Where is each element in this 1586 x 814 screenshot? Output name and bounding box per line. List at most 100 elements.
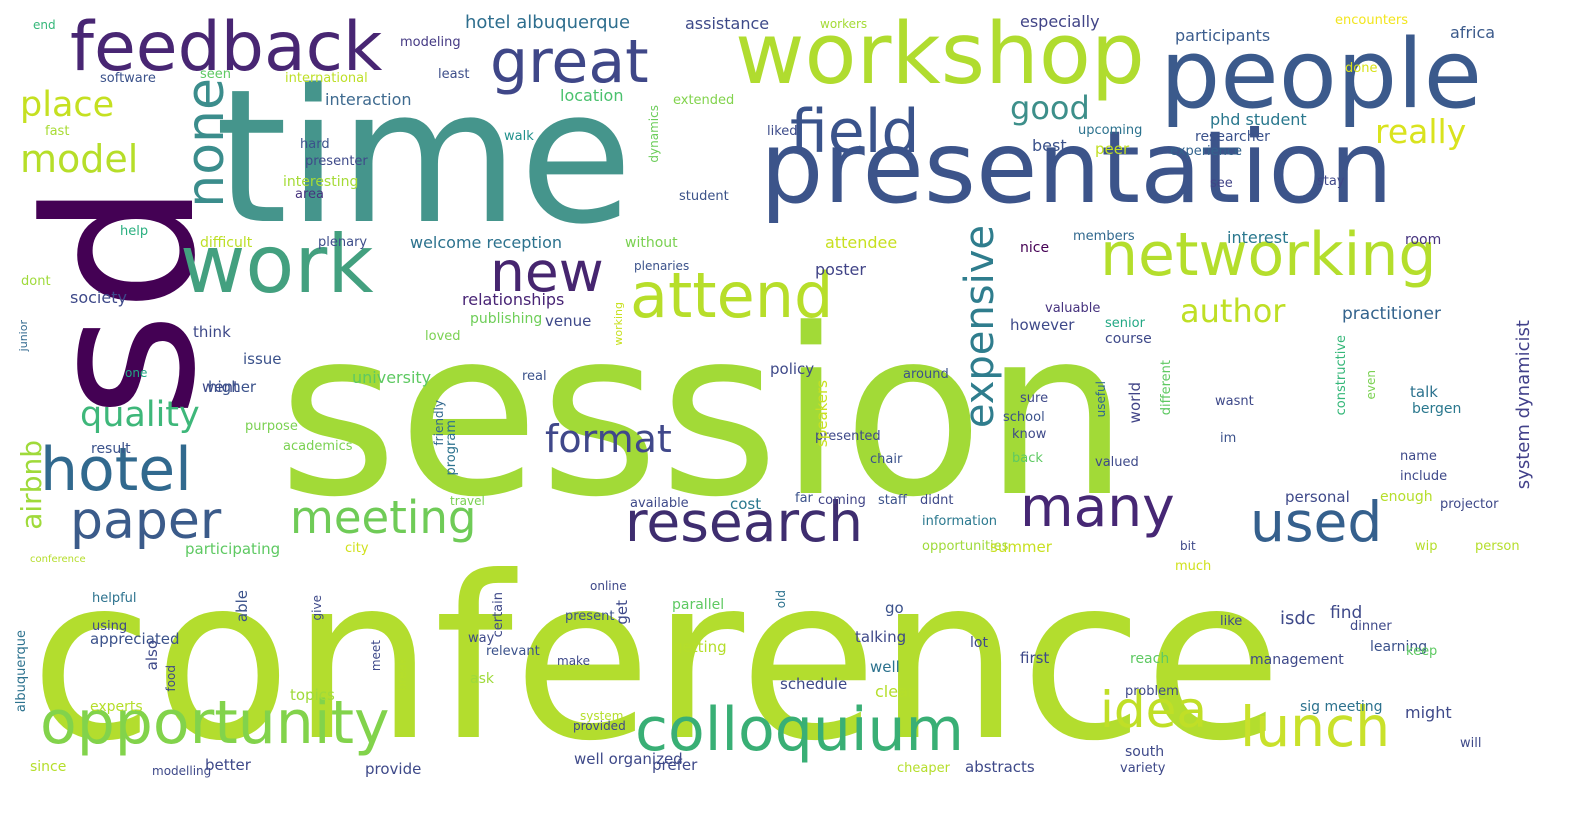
word-done: done [1345,61,1378,76]
word-conference: conference [30,529,1283,791]
word-personal: personal [1285,488,1350,506]
word-university: university [352,368,432,387]
word-one: one [125,366,148,380]
word-appreciated: appreciated [90,630,180,648]
word-airbnb: airbnb [15,440,48,530]
word-projector: projector [1440,497,1499,512]
word-give: give [310,595,324,621]
word-great: great [490,27,649,97]
word-interest: interest [1227,228,1289,247]
word-however: however [1010,316,1075,334]
word-venue: venue [545,312,592,330]
word-isdc: isdc [1280,608,1316,629]
word-food: food [164,665,178,692]
word-place: place [20,85,115,125]
word-also: also [143,640,161,671]
word-helpful: helpful [92,591,137,606]
word-break: break [395,657,409,691]
word-conference: conference [30,554,86,565]
word-participating: participating [185,540,281,558]
word-program: program [444,420,459,476]
word-interesting: interesting [283,174,359,190]
word-well: well [870,658,900,676]
word-difficult: difficult [200,235,253,251]
word-least: least [438,67,470,82]
word-lunch: lunch [1240,695,1391,759]
word-quality: quality [80,395,200,435]
word-enough: enough [1380,489,1433,505]
word-experts: experts [90,699,143,715]
word-phd-student: phd student [1210,110,1307,129]
word-friendly: friendly [432,400,446,446]
word-sig-meeting: sig meeting [1300,699,1383,715]
word-go: go [885,599,904,617]
word-find: find [1330,603,1363,623]
word-liked: liked [767,124,798,139]
word-prefer: prefer [652,756,698,774]
word-useful: useful [1094,381,1108,418]
word-purpose: purpose [245,419,298,434]
word-staff: staff [878,493,907,508]
word-research: research [625,490,863,554]
word-online: online [590,579,627,593]
word-issue: issue [243,350,282,368]
word-lot: lot [970,635,988,651]
word-hard: hard [300,137,330,152]
word-members: members [1073,229,1135,244]
word-problem: problem [1125,684,1179,699]
word-travel: travel [450,494,485,508]
word-albuquerque: albuquerque [14,630,29,713]
word-far: far [795,491,813,506]
word-see: see [1210,176,1233,191]
word-international: international [285,71,368,86]
word-went: went [202,378,239,396]
word-get: get [613,600,631,625]
word-paper: paper [70,491,222,551]
word-real: real [522,369,547,384]
word-talk: talk [1410,383,1438,401]
word-around: around [903,367,949,382]
word-colloquium: colloquium [635,695,965,765]
word-make: make [557,654,590,668]
word-end: end [33,18,56,32]
word-modeling: modeling [400,35,461,50]
word-able: able [233,590,251,623]
word-peer: peer [1095,140,1130,158]
word-course: course [1105,331,1152,347]
word-plenaries: plenaries [634,259,690,273]
word-person: person [1475,539,1520,554]
word-dinner: dinner [1350,619,1392,634]
word-work: work [180,218,374,311]
word-provide: provide [365,760,422,778]
word-researcher: researcher [1195,129,1270,145]
word-poster: poster [815,260,866,279]
word-presented: presented [815,429,881,444]
word-cost: cost [730,495,762,513]
word-name: name [1400,449,1437,464]
word-presentation: presentation [760,109,1393,226]
word-might: might [1405,703,1452,722]
word-getting: getting [673,638,727,656]
word-schedule: schedule [780,675,848,693]
word-upcoming: upcoming [1078,123,1143,138]
word-like: like [1220,614,1243,629]
word-speakers: speakers [813,380,831,448]
word-old: old [774,590,788,609]
word-information: information [922,514,998,529]
word-none: none [176,78,236,208]
word-wasnt: wasnt [1215,394,1254,409]
word-management: management [1250,652,1344,668]
word-student: student [679,189,729,204]
word-fast: fast [45,124,70,139]
word-nice: nice [1020,240,1050,256]
word-hotel: hotel [40,435,192,505]
word-especially: especially [1020,12,1100,31]
word-field: field [790,97,920,167]
word-workshop: workshop [735,5,1145,104]
word-experience: experience [1170,144,1243,159]
word-better: better [205,756,251,774]
word-coming: coming [818,493,866,508]
word-dynamics: dynamics [647,105,661,163]
word-since: since [30,759,67,775]
word-relationships: relationships [462,290,565,309]
